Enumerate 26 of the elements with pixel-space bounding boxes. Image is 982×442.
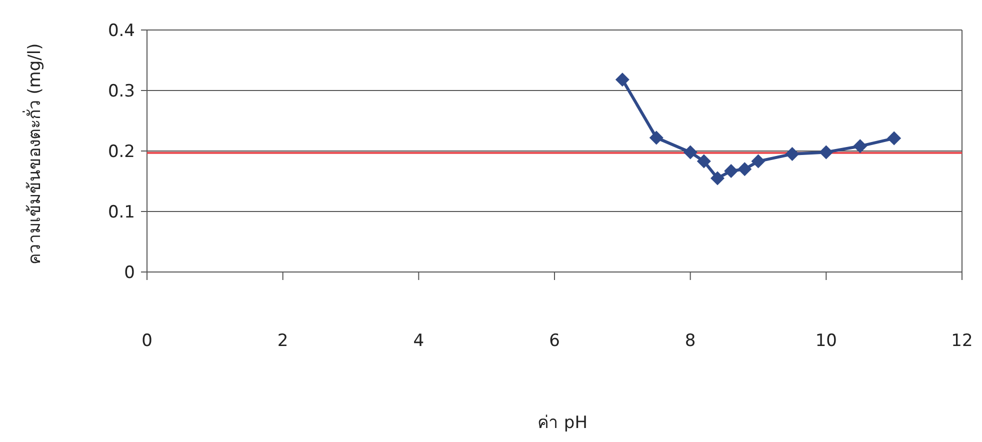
point [887, 131, 902, 146]
x-tick-label: 2 [277, 331, 288, 351]
y-tick-label: 0 [124, 263, 135, 283]
point [853, 139, 868, 154]
x-tick-label: 6 [549, 331, 560, 351]
point [819, 145, 834, 160]
x-tick-label: 0 [142, 331, 152, 351]
y-tick-label: 0.2 [108, 142, 135, 162]
point [738, 162, 752, 176]
point [751, 154, 766, 168]
x-tick-label: 10 [815, 331, 837, 351]
point [710, 171, 724, 186]
point [724, 164, 738, 178]
x-tick-label: 4 [413, 331, 424, 351]
point [683, 145, 698, 160]
y-tick-label: 0.3 [108, 82, 135, 102]
point [785, 147, 800, 162]
x-axis-title: ค่า pH [538, 413, 588, 433]
x-tick-label: 12 [951, 331, 973, 351]
y-axis-title: ความเข้มข้นของตะกั่ว (mg/l) [22, 43, 45, 265]
point [696, 154, 711, 168]
point [615, 72, 630, 87]
x-tick-label: 8 [684, 331, 696, 351]
y-tick-label: 0.4 [108, 21, 135, 41]
point [649, 130, 664, 145]
y-tick-label: 0.1 [108, 202, 135, 222]
